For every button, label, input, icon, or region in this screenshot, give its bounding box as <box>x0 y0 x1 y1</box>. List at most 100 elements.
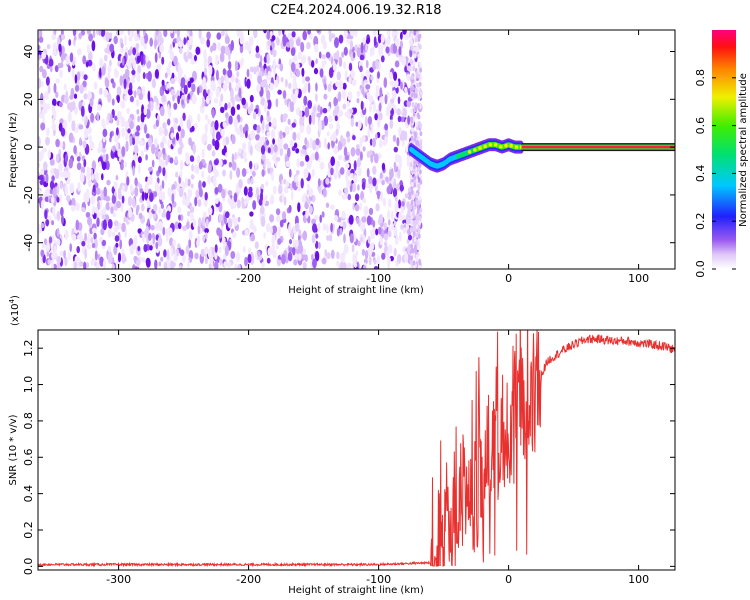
noise-speckle <box>52 98 57 107</box>
noise-speckle <box>417 34 421 40</box>
noise-speckle <box>162 208 166 216</box>
signal-peak <box>509 143 513 148</box>
noise-speckle <box>300 41 305 53</box>
noise-speckle <box>142 54 146 66</box>
noise-speckle <box>298 229 302 236</box>
noise-speckle <box>415 71 419 77</box>
noise-speckle <box>289 139 294 148</box>
noise-speckle <box>77 234 80 240</box>
noise-speckle <box>88 168 92 175</box>
noise-speckle <box>192 218 197 228</box>
noise-speckle <box>345 163 350 169</box>
noise-speckle <box>148 232 152 241</box>
noise-speckle <box>332 108 338 118</box>
noise-speckle <box>95 187 101 195</box>
y-tick-label: 40 <box>22 45 35 59</box>
noise-speckle <box>269 214 275 223</box>
noise-speckle <box>193 164 199 173</box>
noise-speckle <box>362 37 366 45</box>
noise-speckle <box>203 56 208 68</box>
noise-speckle <box>214 187 219 195</box>
noise-speckle <box>411 181 414 187</box>
noise-speckle <box>410 92 414 98</box>
noise-speckle <box>206 31 211 40</box>
noise-speckle <box>233 118 238 128</box>
noise-speckle <box>202 235 206 242</box>
noise-speckle <box>76 162 82 171</box>
noise-speckle <box>111 195 117 204</box>
noise-speckle <box>409 34 413 40</box>
noise-speckle <box>402 30 407 35</box>
spectrogram-noise-layer <box>38 30 423 269</box>
noise-speckle <box>311 60 315 68</box>
noise-speckle <box>326 235 330 241</box>
noise-speckle <box>370 75 374 81</box>
noise-speckle <box>306 161 312 169</box>
noise-speckle <box>395 86 399 94</box>
noise-speckle <box>247 177 251 185</box>
noise-speckle <box>413 205 416 211</box>
noise-speckle <box>373 36 377 46</box>
noise-speckle <box>189 30 193 38</box>
noise-speckle <box>53 109 57 120</box>
noise-speckle <box>325 177 330 185</box>
noise-speckle <box>91 40 96 52</box>
noise-speckle <box>388 183 392 192</box>
noise-speckle <box>336 227 340 237</box>
noise-speckle <box>157 236 163 247</box>
noise-speckle <box>203 246 209 255</box>
noise-speckle <box>73 35 77 41</box>
noise-speckle <box>107 245 112 253</box>
noise-speckle <box>114 70 119 78</box>
noise-speckle <box>378 214 384 224</box>
noise-speckle <box>312 223 317 233</box>
noise-speckle <box>96 104 102 111</box>
noise-speckle <box>359 202 363 211</box>
noise-speckle <box>220 45 226 55</box>
noise-speckle <box>192 143 196 155</box>
noise-speckle <box>87 59 93 67</box>
noise-speckle <box>83 261 87 269</box>
noise-speckle <box>207 248 212 258</box>
noise-speckle <box>377 190 380 200</box>
noise-speckle <box>59 69 63 79</box>
snr-x-ticks: -300 -200 -100 0 100 <box>106 330 649 586</box>
noise-speckle <box>264 103 267 113</box>
noise-speckle <box>136 72 141 82</box>
noise-speckle <box>323 93 328 100</box>
noise-speckle <box>46 244 51 251</box>
noise-speckle <box>265 180 269 187</box>
noise-speckle <box>139 122 145 131</box>
noise-speckle <box>401 56 407 66</box>
noise-speckle <box>242 150 247 159</box>
noise-speckle <box>180 128 185 139</box>
noise-speckle <box>255 52 261 59</box>
noise-speckle <box>390 210 394 221</box>
noise-speckle <box>60 127 66 137</box>
noise-speckle <box>103 186 107 197</box>
noise-speckle <box>202 96 205 108</box>
noise-speckle <box>413 169 416 175</box>
noise-speckle <box>249 222 255 230</box>
noise-speckle <box>145 181 149 188</box>
noise-speckle <box>359 54 365 61</box>
noise-speckle <box>86 243 92 250</box>
noise-speckle <box>355 250 359 257</box>
noise-speckle <box>410 126 414 132</box>
noise-speckle <box>396 254 402 264</box>
noise-speckle <box>271 41 275 50</box>
noise-speckle <box>302 230 308 241</box>
noise-speckle <box>49 158 55 166</box>
noise-speckle <box>270 226 273 235</box>
noise-speckle <box>153 191 158 198</box>
noise-speckle <box>289 168 292 178</box>
noise-speckle <box>257 75 262 85</box>
noise-speckle <box>106 179 111 186</box>
y-tick-label: 0.0 <box>22 558 35 576</box>
noise-speckle <box>87 127 92 135</box>
noise-speckle <box>277 89 282 95</box>
noise-speckle <box>367 127 371 139</box>
noise-speckle <box>342 103 347 110</box>
noise-speckle <box>208 64 213 76</box>
noise-speckle <box>307 56 311 62</box>
